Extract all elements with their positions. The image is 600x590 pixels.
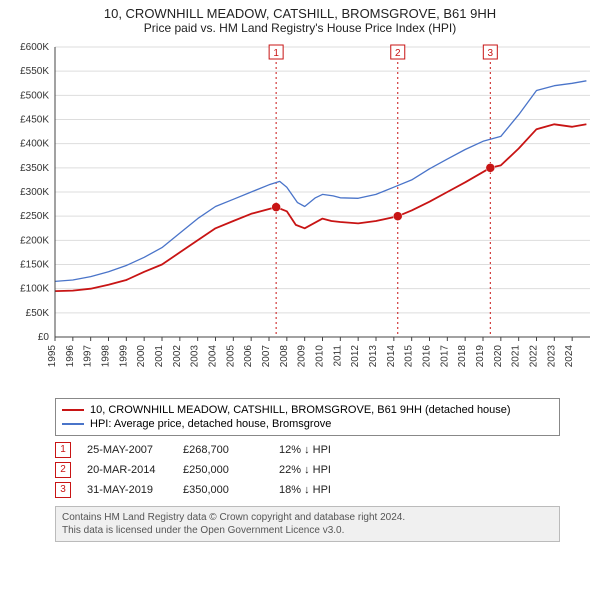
sale-delta: 12% ↓ HPI [279,444,359,456]
svg-text:2009: 2009 [297,345,308,368]
svg-text:2012: 2012 [350,345,361,368]
svg-text:£0: £0 [38,332,50,343]
title-sub: Price paid vs. HM Land Registry's House … [0,21,600,35]
legend-item: HPI: Average price, detached house, Brom… [62,417,553,431]
svg-text:1997: 1997 [83,345,94,368]
legend-swatch [62,409,84,411]
svg-text:2004: 2004 [208,345,219,368]
legend-item: 10, CROWNHILL MEADOW, CATSHILL, BROMSGRO… [62,403,553,417]
svg-text:2002: 2002 [172,345,183,368]
sale-marker: 3 [55,482,71,498]
svg-text:2018: 2018 [457,345,468,368]
svg-text:2017: 2017 [439,345,450,368]
chart: £0 £50K £100K £150K £200K £250K £300K £350K £400… [0,37,600,392]
sale-marker: 1 [55,442,71,458]
svg-text:£350K: £350K [20,163,49,174]
svg-text:1999: 1999 [118,345,129,368]
sale-price: £350,000 [183,484,263,496]
svg-text:3: 3 [488,48,494,59]
svg-text:1995: 1995 [47,345,58,368]
svg-text:2005: 2005 [225,345,236,368]
svg-text:£50K: £50K [26,308,50,319]
svg-text:2024: 2024 [564,345,575,368]
title-block: 10, CROWNHILL MEADOW, CATSHILL, BROMSGRO… [0,0,600,37]
sale-delta: 22% ↓ HPI [279,464,359,476]
svg-text:£600K: £600K [20,42,49,53]
svg-text:£200K: £200K [20,235,49,246]
legend-label: 10, CROWNHILL MEADOW, CATSHILL, BROMSGRO… [90,404,511,416]
svg-text:2000: 2000 [136,345,147,368]
legend-label: HPI: Average price, detached house, Brom… [90,418,331,430]
svg-text:2: 2 [395,48,401,59]
svg-text:£250K: £250K [20,211,49,222]
svg-text:2022: 2022 [529,345,540,368]
svg-text:£450K: £450K [20,115,49,126]
svg-text:2023: 2023 [546,345,557,368]
chart-svg: £0 £50K £100K £150K £200K £250K £300K £350K £400… [0,37,600,387]
svg-text:£150K: £150K [20,260,49,271]
svg-text:£400K: £400K [20,139,49,150]
svg-text:2001: 2001 [154,345,165,368]
footer-note: Contains HM Land Registry data © Crown c… [55,506,560,542]
title-main: 10, CROWNHILL MEADOW, CATSHILL, BROMSGRO… [0,6,600,21]
svg-text:2006: 2006 [243,345,254,368]
svg-text:£300K: £300K [20,187,49,198]
chart-container: 10, CROWNHILL MEADOW, CATSHILL, BROMSGRO… [0,0,600,542]
footer-line-1: Contains HM Land Registry data © Crown c… [62,511,553,524]
sale-date: 20-MAR-2014 [87,464,167,476]
svg-text:2014: 2014 [386,345,397,368]
svg-text:£100K: £100K [20,284,49,295]
sale-date: 31-MAY-2019 [87,484,167,496]
sale-price: £268,700 [183,444,263,456]
sale-date: 25-MAY-2007 [87,444,167,456]
svg-text:1: 1 [273,48,279,59]
svg-text:2011: 2011 [332,345,343,367]
svg-text:2019: 2019 [475,345,486,368]
svg-text:£550K: £550K [20,66,49,77]
svg-text:2020: 2020 [493,345,504,368]
svg-text:1998: 1998 [101,345,112,368]
svg-text:1996: 1996 [65,345,76,368]
svg-text:2010: 2010 [315,345,326,368]
svg-text:2007: 2007 [261,345,272,368]
sale-delta: 18% ↓ HPI [279,484,359,496]
legend-swatch [62,423,84,425]
footer-line-2: This data is licensed under the Open Gov… [62,524,553,537]
sales-list: 1 25-MAY-2007 £268,700 12% ↓ HPI 2 20-MAR-201… [55,440,560,500]
sale-row: 2 20-MAR-2014 £250,000 22% ↓ HPI [55,460,560,480]
svg-text:2016: 2016 [422,345,433,368]
svg-text:£500K: £500K [20,90,49,101]
svg-text:2008: 2008 [279,345,290,368]
svg-text:2003: 2003 [190,345,201,368]
legend: 10, CROWNHILL MEADOW, CATSHILL, BROMSGRO… [55,398,560,436]
sale-row: 3 31-MAY-2019 £350,000 18% ↓ HPI [55,480,560,500]
sale-marker: 2 [55,462,71,478]
svg-text:2021: 2021 [511,345,522,368]
svg-text:2013: 2013 [368,345,379,368]
svg-text:2015: 2015 [404,345,415,368]
sale-price: £250,000 [183,464,263,476]
sale-row: 1 25-MAY-2007 £268,700 12% ↓ HPI [55,440,560,460]
